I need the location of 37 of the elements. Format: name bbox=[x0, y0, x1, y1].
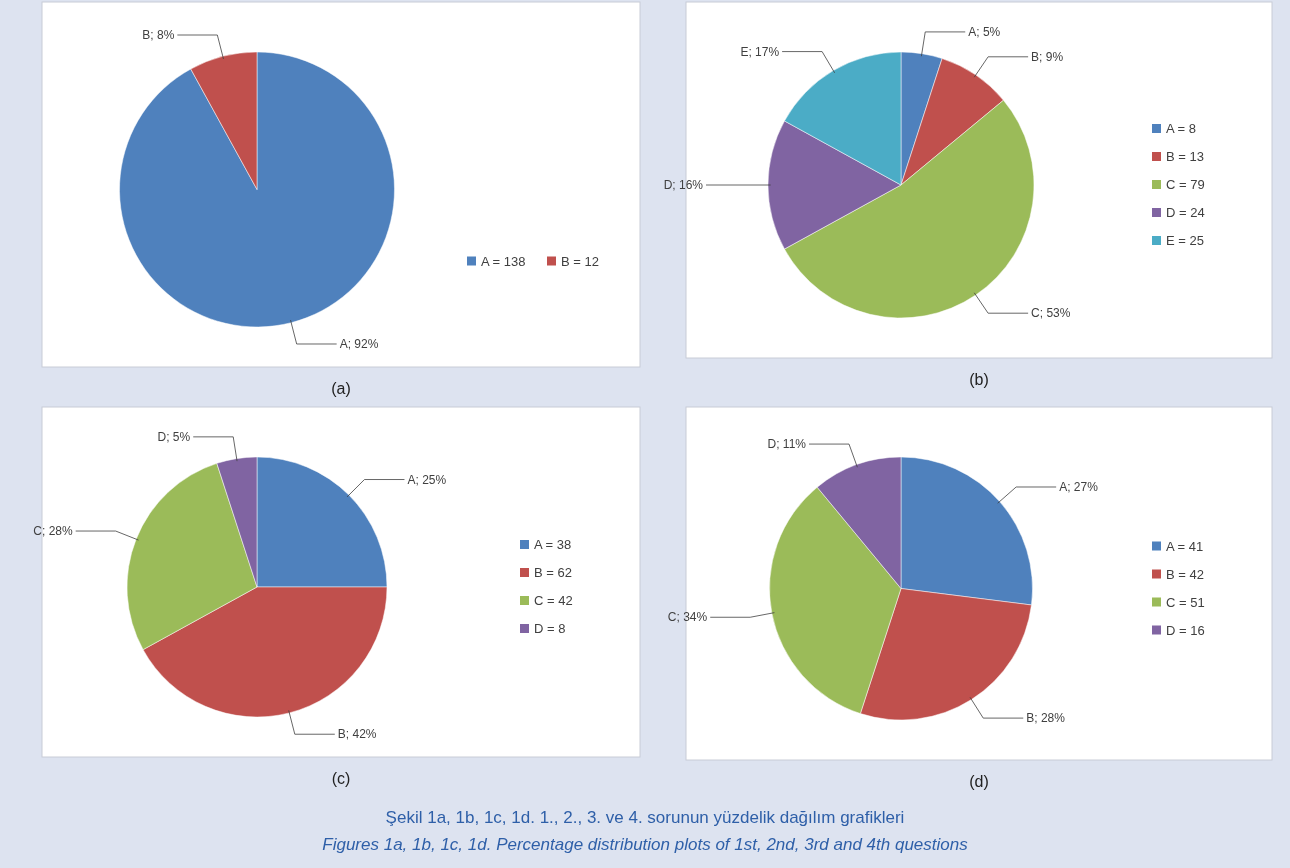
data-label: B; 42% bbox=[337, 727, 377, 742]
data-label: C; 28% bbox=[33, 524, 73, 539]
data-label: B; 28% bbox=[1026, 711, 1066, 726]
legend-label: E = 25 bbox=[1166, 233, 1204, 248]
legend-label: A = 41 bbox=[1166, 538, 1204, 554]
legend-label: C = 79 bbox=[1166, 177, 1205, 192]
data-label: D; 5% bbox=[157, 429, 191, 444]
data-label: A; 92% bbox=[339, 336, 379, 351]
data-label: B; 8% bbox=[142, 28, 175, 43]
data-label: E; 17% bbox=[740, 44, 780, 59]
data-label: D; 11% bbox=[767, 437, 807, 452]
legend-label: A = 138 bbox=[481, 253, 526, 269]
data-label: D; 16% bbox=[663, 178, 704, 192]
legend-label: B = 12 bbox=[561, 253, 599, 269]
data-label: B; 9% bbox=[1031, 49, 1064, 64]
legend-label: B = 62 bbox=[534, 565, 572, 580]
pie-slice bbox=[119, 51, 395, 328]
legend-label: A = 8 bbox=[1166, 121, 1196, 136]
text: (d) bbox=[969, 773, 989, 790]
legend-label: D = 16 bbox=[1166, 622, 1205, 638]
text: (a) bbox=[331, 380, 351, 397]
legend-label: D = 8 bbox=[534, 621, 566, 636]
text: (c) bbox=[331, 770, 351, 787]
text: Şekil 1a, 1b, 1c, 1d. 1., 2., 3. ve 4. sorunun yüzdelik dağılım grafikleri bbox=[385, 808, 905, 827]
legend-label: B = 13 bbox=[1166, 149, 1204, 164]
data-label: C; 53% bbox=[1031, 306, 1071, 321]
data-label: A; 5% bbox=[968, 24, 1001, 39]
legend-label: D = 24 bbox=[1166, 205, 1205, 220]
text: Figures 1a, 1b, 1c, 1d. Percentage distribution plots of 1st, 2nd, 3rd and 4th questions bbox=[322, 835, 969, 854]
legend-label: A = 38 bbox=[534, 537, 572, 552]
legend-label: B = 42 bbox=[1166, 566, 1204, 582]
legend-label: C = 51 bbox=[1166, 594, 1205, 610]
data-label: C; 34% bbox=[667, 610, 708, 625]
text: (b) bbox=[969, 371, 989, 388]
legend-label: C = 42 bbox=[534, 593, 573, 608]
data-label: A; 27% bbox=[1059, 479, 1099, 494]
data-label: A; 25% bbox=[407, 472, 447, 487]
